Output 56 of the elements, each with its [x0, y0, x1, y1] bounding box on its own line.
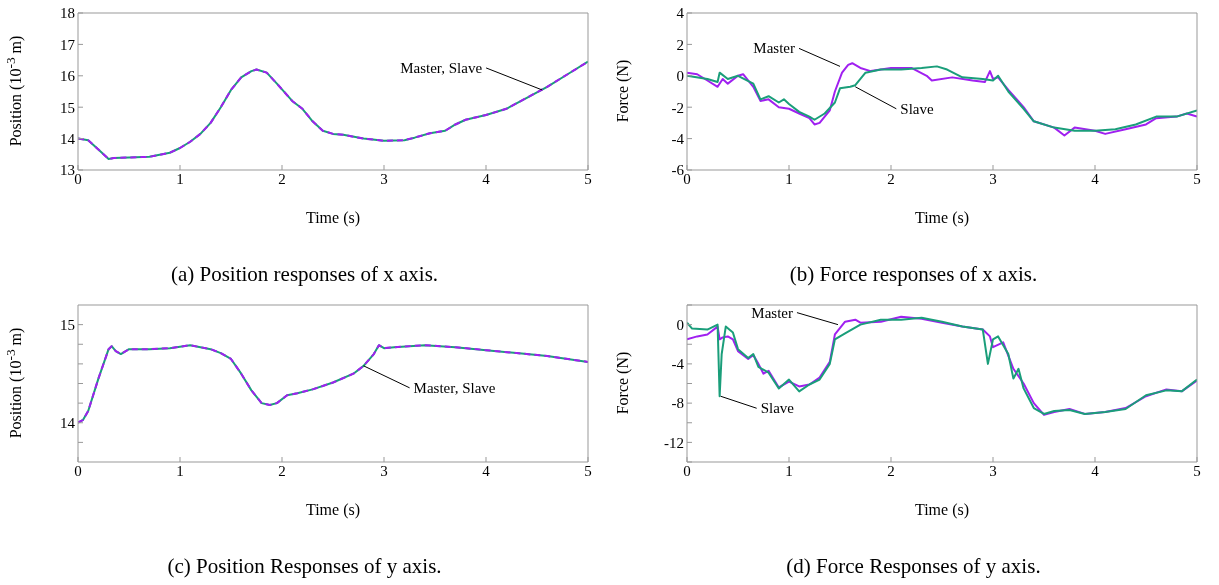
- x-tick-label: 3: [989, 170, 997, 187]
- x-tick-label: 2: [887, 462, 895, 479]
- annotation: Slave: [760, 400, 795, 417]
- y-tick-label: 4: [676, 5, 685, 22]
- x-tick-label: 5: [584, 170, 592, 187]
- y-tick-label: 15: [60, 99, 75, 116]
- text: (a) Position responses of x axis.: [169, 262, 440, 287]
- x-tick-label: 4: [482, 462, 491, 479]
- y-tick-label: 14: [60, 415, 76, 432]
- x-tick-label: 1: [785, 170, 793, 187]
- y-tick-label: 15: [60, 316, 75, 333]
- y-tick-label: 0: [676, 68, 684, 85]
- annotation: Master, Slave: [413, 379, 496, 396]
- y-tick-label: -8: [671, 395, 684, 412]
- x-tick-label: 4: [1091, 170, 1100, 187]
- line-series: [78, 344, 588, 424]
- x-axis-title: Time (s): [305, 209, 361, 228]
- x-tick-label: 5: [1193, 462, 1201, 479]
- y-tick-label: 14: [60, 130, 76, 147]
- x-tick-label: 1: [176, 462, 184, 479]
- x-tick-label: 5: [1193, 170, 1201, 187]
- x-tick-label: 3: [989, 462, 997, 479]
- x-tick-label: 2: [887, 170, 895, 187]
- annotation: Master: [751, 304, 793, 321]
- x-axis-title: Time (s): [305, 501, 361, 520]
- x-tick-label: 2: [278, 170, 286, 187]
- x-tick-label: 4: [482, 170, 491, 187]
- line-series: [78, 60, 588, 161]
- x-tick-label: 1: [176, 170, 184, 187]
- x-axis-title: Time (s): [914, 209, 970, 228]
- y-tick-label: 13: [60, 162, 75, 179]
- x-tick-label: 2: [278, 462, 286, 479]
- y-tick-label: -4: [671, 356, 685, 373]
- y-tick-label: -4: [671, 130, 685, 147]
- annotation: Slave: [900, 100, 934, 117]
- y-tick-label: 18: [60, 5, 75, 22]
- y-tick-label: -6: [671, 162, 685, 179]
- y-tick-label: 0: [676, 316, 684, 333]
- y-axis-title: Force (N): [614, 59, 632, 123]
- y-tick-label: 2: [676, 36, 684, 53]
- y-tick-label: 16: [60, 68, 76, 85]
- x-axis-title: Time (s): [914, 501, 970, 520]
- y-axis-title: Force (N): [614, 351, 632, 415]
- y-tick-label: -12: [664, 434, 684, 451]
- x-tick-label: 3: [380, 462, 388, 479]
- x-tick-label: 1: [785, 462, 793, 479]
- annotation: Master: [753, 40, 795, 57]
- x-tick-label: 4: [1091, 462, 1100, 479]
- text: (b) Force responses of x axis.: [788, 262, 1039, 287]
- x-tick-label: 5: [584, 462, 592, 479]
- text: (c) Position Responses of y axis.: [166, 554, 443, 579]
- x-tick-label: 3: [380, 170, 388, 187]
- text: (d) Force Responses of y axis.: [785, 554, 1042, 579]
- y-tick-label: -2: [671, 99, 684, 116]
- y-tick-label: 17: [60, 36, 76, 53]
- annotation: Master, Slave: [400, 59, 483, 76]
